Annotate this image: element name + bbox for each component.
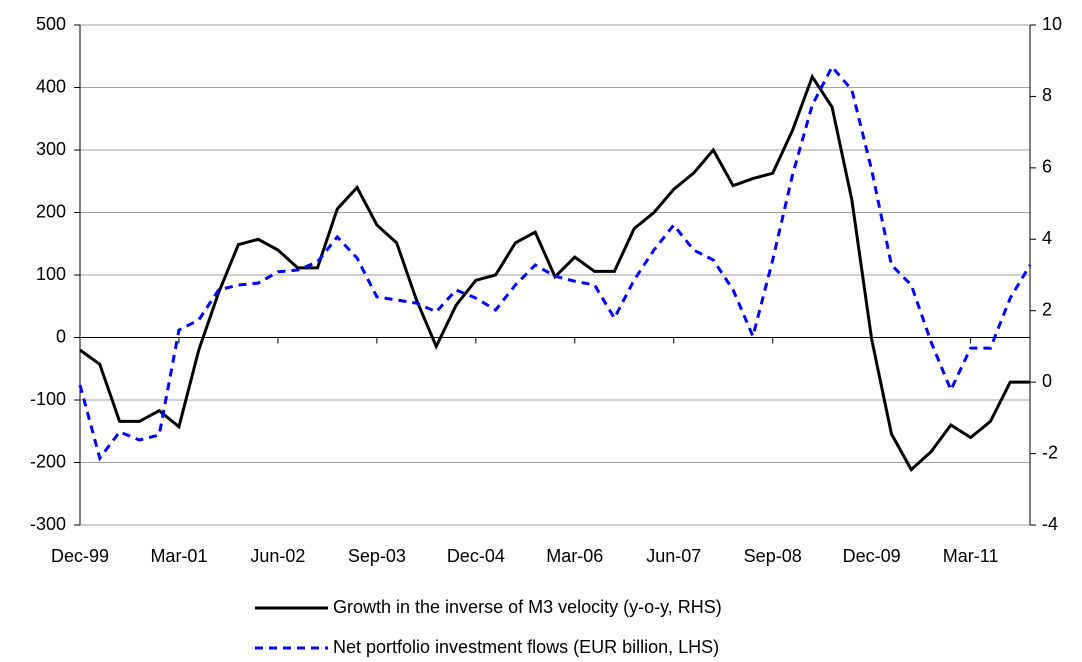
y-tick-label: -300 xyxy=(30,514,66,534)
y-tick-label: -200 xyxy=(30,451,66,471)
y2-tick-label: 8 xyxy=(1042,85,1052,105)
x-tick-label: Dec-99 xyxy=(51,546,109,566)
y-tick-label: 300 xyxy=(36,139,66,159)
x-tick-label: Mar-06 xyxy=(546,546,603,566)
legend-label: Growth in the inverse of M3 velocity (y-… xyxy=(333,597,722,617)
y-tick-label: 500 xyxy=(36,14,66,34)
x-tick-label: Jun-02 xyxy=(250,546,305,566)
y2-tick-label: -2 xyxy=(1042,442,1058,462)
y-tick-label: 200 xyxy=(36,201,66,221)
x-tick-label: Mar-01 xyxy=(150,546,207,566)
y2-tick-label: 2 xyxy=(1042,299,1052,319)
x-tick-label: Sep-03 xyxy=(348,546,406,566)
y2-tick-label: 10 xyxy=(1042,14,1062,34)
x-tick-label: Jun-07 xyxy=(646,546,701,566)
y2-tick-label: 0 xyxy=(1042,371,1052,391)
y-tick-label: 400 xyxy=(36,76,66,96)
x-tick-label: Dec-04 xyxy=(447,546,505,566)
x-tick-label: Mar-11 xyxy=(943,546,999,566)
x-tick-label: Sep-08 xyxy=(744,546,802,566)
y2-tick-label: -4 xyxy=(1042,514,1058,534)
series-line xyxy=(78,64,1032,462)
x-tick-label: Dec-09 xyxy=(843,546,901,566)
series-line xyxy=(79,73,1030,473)
y-tick-label: -100 xyxy=(30,389,66,409)
legend-label: Net portfolio investment flows (EUR bill… xyxy=(333,637,719,657)
y2-tick-label: 6 xyxy=(1042,157,1052,177)
y-tick-label: 0 xyxy=(56,326,66,346)
y-tick-label: 100 xyxy=(36,264,66,284)
y2-tick-label: 4 xyxy=(1042,228,1052,248)
